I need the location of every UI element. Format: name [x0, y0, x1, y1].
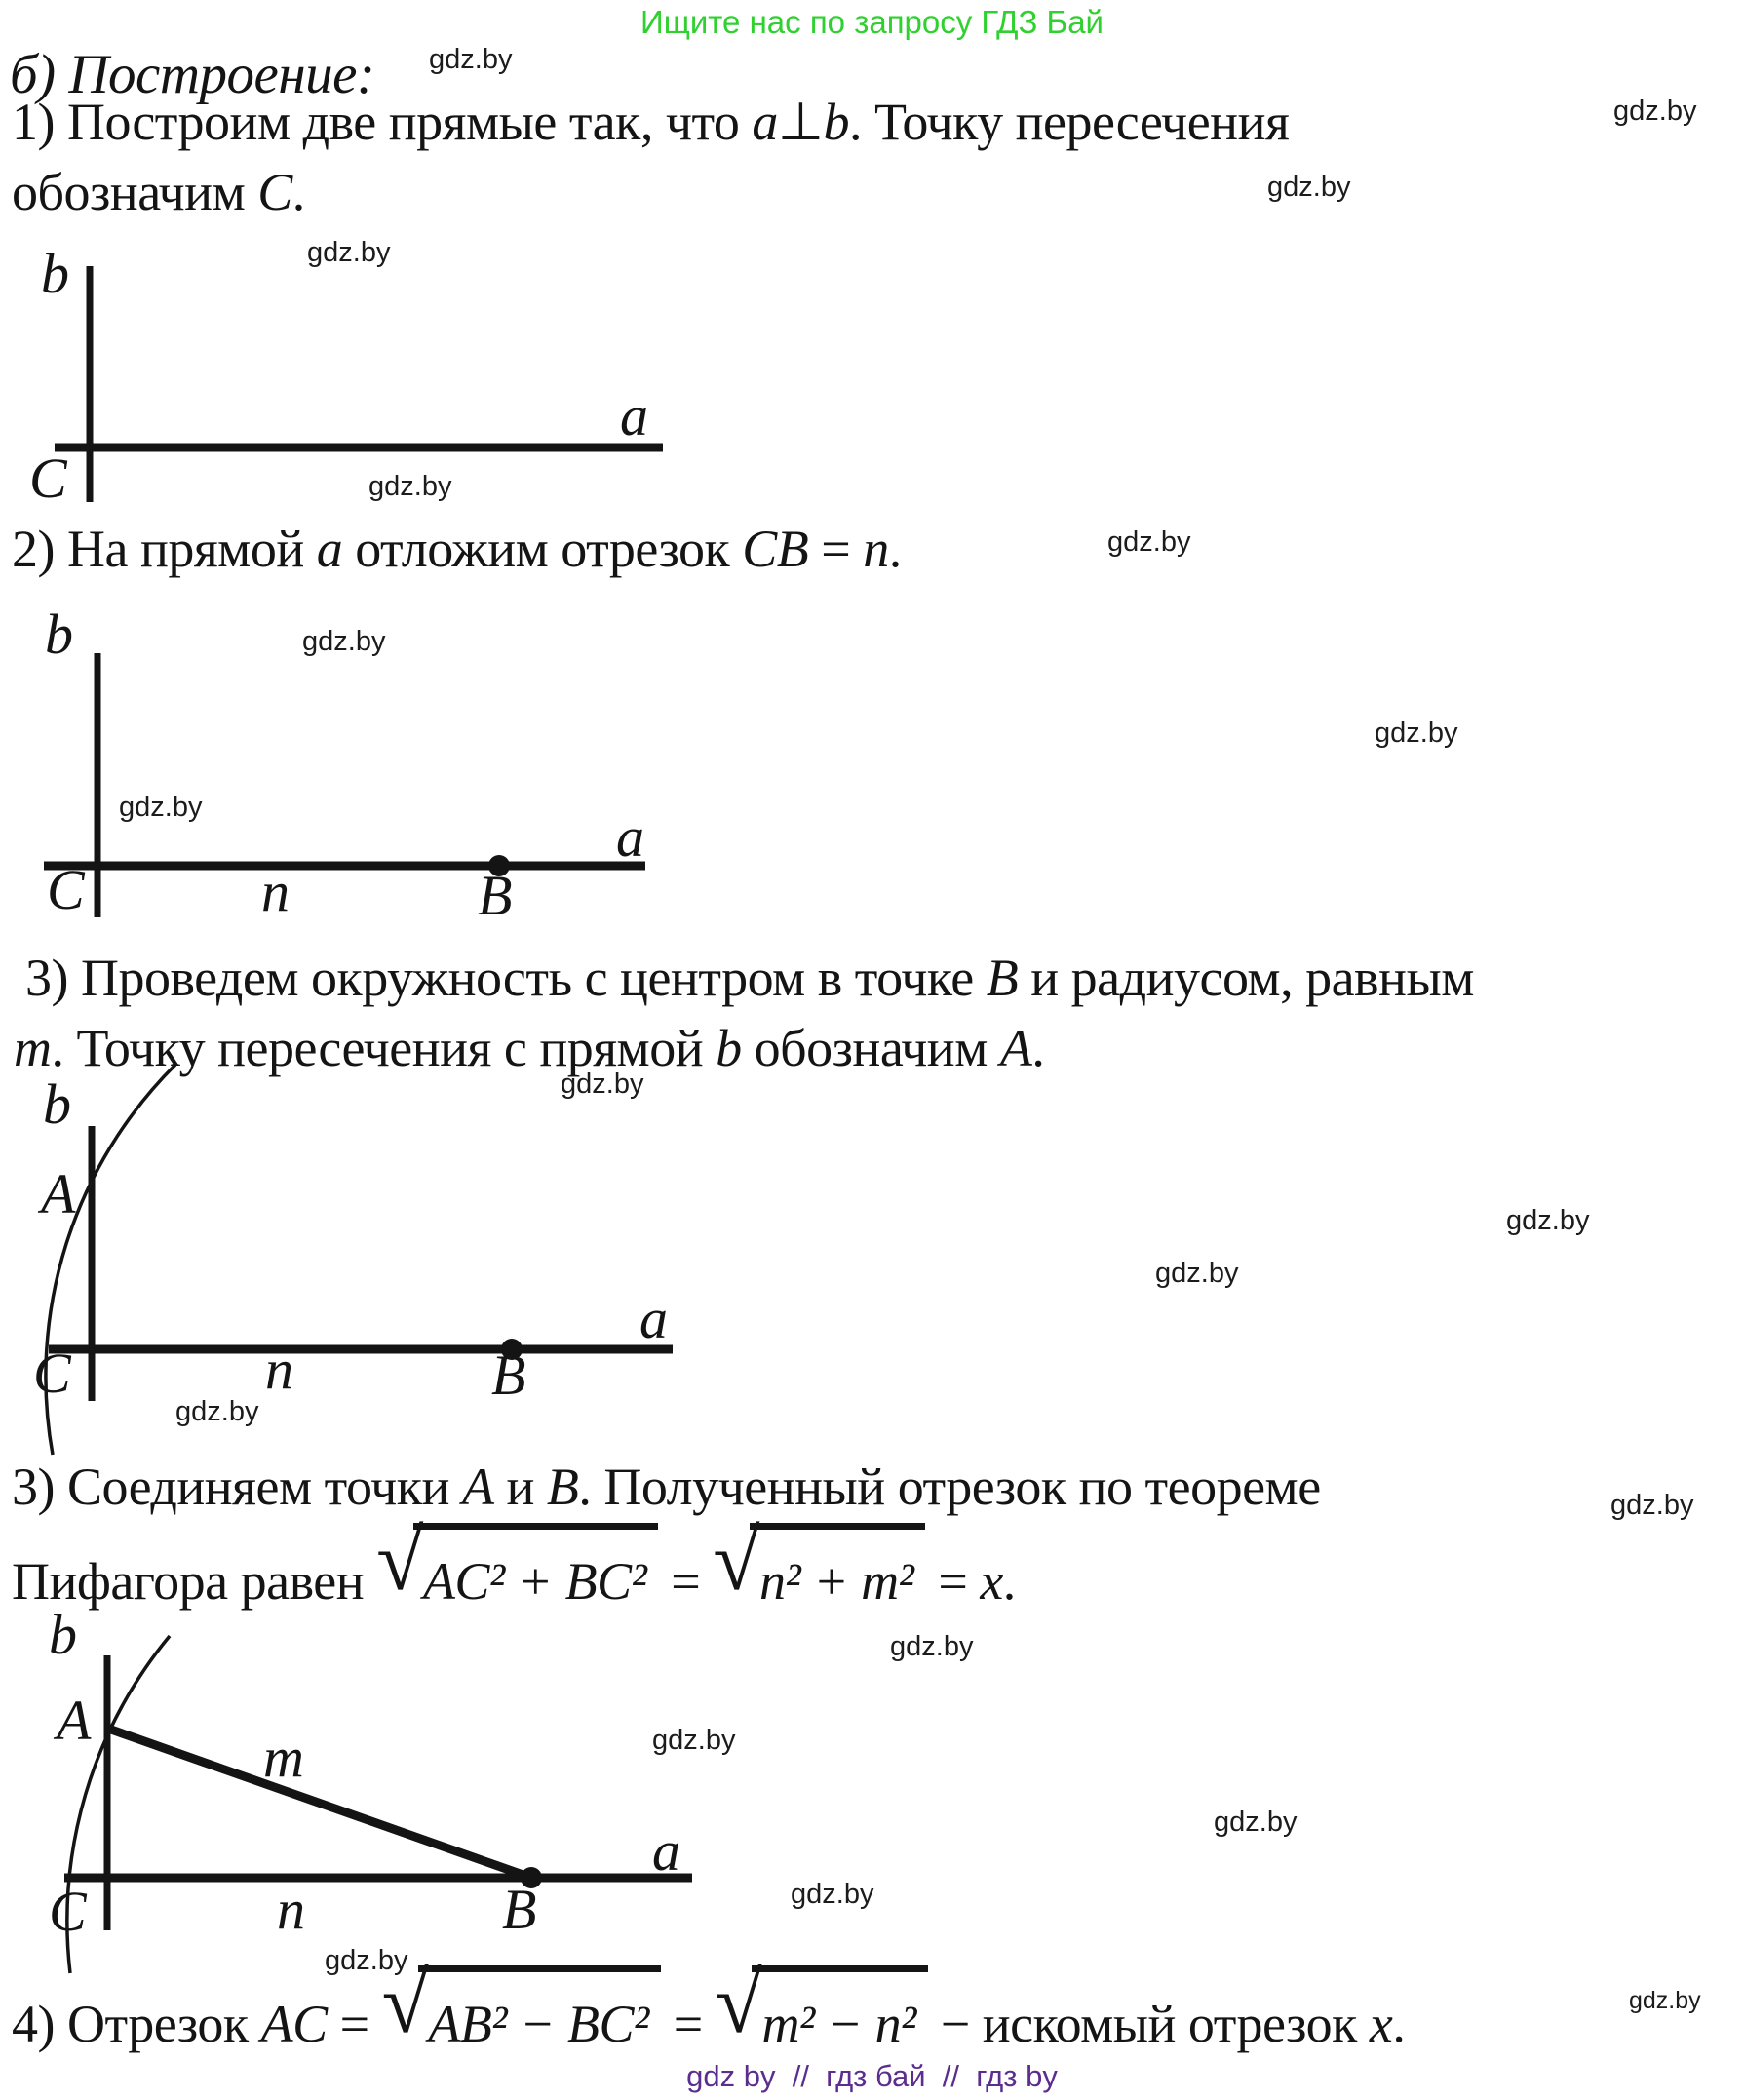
footer-links: gdz by // гдз бай // гдз by [686, 2059, 1058, 2093]
watermark: gdz.by [1214, 1807, 1298, 1838]
pythagoras-formula: Пифагора равен √ AC² + BC² = √ n² + m² = x… [12, 1514, 1016, 1611]
watermark: gdz.by [368, 471, 452, 502]
step-1-text-line-2: обозначим C. [12, 163, 305, 221]
diagram4-point-B [521, 1867, 542, 1888]
sqrt-AB2-BC2: √ AB² − BC² [381, 1957, 661, 2053]
watermark: gdz.by [119, 792, 203, 823]
step-1-text-line-1: 1) Построим две прямые так, что a⊥b. Точ… [12, 93, 1290, 151]
sqrt-n2-m2: √ n² + m² [713, 1519, 926, 1611]
diagram3-label-n: n [265, 1338, 293, 1401]
diagram3-label-b: b [43, 1072, 71, 1136]
diagram4-label-b: b [49, 1603, 77, 1666]
diagram3-label-C: C [33, 1342, 71, 1405]
step-3-text-line-2: m. Точку пересечения с прямой b обозначи… [14, 1019, 1045, 1077]
radical-sign: √ [713, 1514, 760, 1609]
diagram3-label-a: a [639, 1287, 668, 1350]
promo-banner: Ищите нас по запросу ГДЗ Бай [640, 4, 1104, 40]
perpendicular-symbol: ⊥ [777, 93, 824, 151]
diagram2-label-C: C [47, 858, 85, 921]
sqrt-m2-n2: √ m² − n² [715, 1957, 928, 2053]
diagram1-label-a: a [620, 384, 648, 447]
radical-sign: √ [381, 1957, 429, 2051]
watermark: gdz.by [307, 237, 391, 268]
watermark: gdz.by [1506, 1205, 1590, 1236]
diagram2-label-a: a [616, 805, 644, 869]
diagram2-label-B: B [478, 864, 513, 927]
diagram1-label-C: C [29, 447, 67, 510]
diagram4-label-A: A [57, 1689, 92, 1752]
watermark: gdz.by [1155, 1258, 1239, 1289]
watermark: gdz.by [1107, 526, 1191, 558]
diagram4-arc [65, 1634, 172, 1974]
diagram3-arc [44, 1063, 177, 1456]
watermark: gdz.by [1610, 1490, 1694, 1521]
watermark: gdz.by [1267, 172, 1351, 203]
diagram2-label-n: n [261, 860, 290, 923]
diagram4-label-B: B [502, 1878, 537, 1941]
watermark: gdz.by [175, 1396, 259, 1427]
watermark: gdz.by [890, 1631, 974, 1662]
watermark: gdz.by [1613, 96, 1697, 127]
diagram2-point-B [488, 855, 510, 876]
watermark: gdz.by [561, 1069, 644, 1100]
diagram4-label-m: m [263, 1726, 304, 1789]
diagram4-segment-AB [109, 1725, 533, 1883]
watermark: gdz.by [1629, 1987, 1701, 2014]
radical-sign: √ [376, 1514, 423, 1609]
sqrt-AC2-BC2: √ AC² + BC² [376, 1519, 659, 1611]
watermark: gdz.by [325, 1945, 408, 1976]
watermark: gdz.by [791, 1879, 874, 1910]
final-formula: 4) Отрезок AC = √ AB² − BC² = √ m² − n² − … [12, 1957, 1406, 2053]
diagram2-label-b: b [45, 603, 73, 666]
step-3-text-line-1: 3) Проведем окружность с центром в точке… [25, 949, 1474, 1007]
watermark: gdz.by [1375, 718, 1458, 749]
diagram3-label-A: A [41, 1162, 76, 1225]
step-4-text-line-1: 3) Соединяем точки A и B. Полученный отр… [12, 1458, 1321, 1516]
diagram3-point-B [501, 1339, 523, 1360]
diagram4-label-a: a [652, 1819, 680, 1883]
watermark: gdz.by [652, 1725, 736, 1756]
section-label: б) Построение: [10, 44, 375, 105]
diagram3-label-B: B [491, 1343, 526, 1407]
step-2-text: 2) На прямой a отложим отрезок CB = n. [12, 520, 902, 578]
diagram1-label-b: b [41, 242, 69, 305]
radical-sign: √ [715, 1957, 762, 2051]
watermark: gdz.by [302, 626, 386, 657]
diagram4-label-C: C [49, 1880, 87, 1943]
diagram4-label-n: n [277, 1878, 305, 1941]
watermark: gdz.by [429, 44, 513, 75]
